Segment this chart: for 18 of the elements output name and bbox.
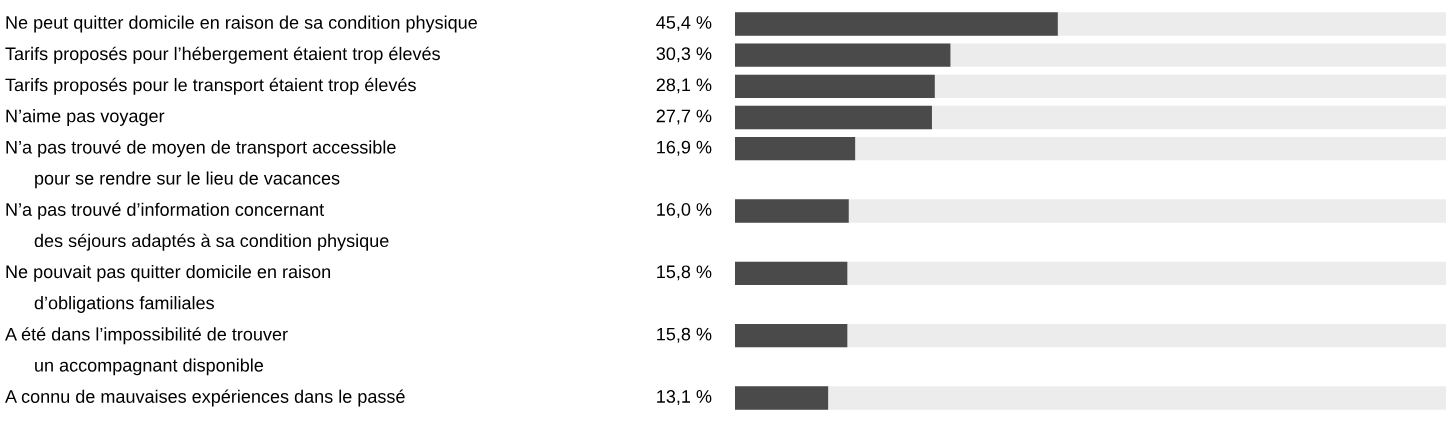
data-label: 15,8 % xyxy=(657,265,712,281)
data-label: 45,4 % xyxy=(656,16,712,31)
data-label: 13,1 % xyxy=(657,390,712,405)
y-tick-label: N’a pas trouvé d’information concernant des séjours adaptés à sa condition physique xyxy=(6,202,389,251)
y-tick-label: N’a pas trouvé de moyen de transport accessible pour se rendre sur le lieu de vacances xyxy=(6,140,396,189)
data-label: 15,8 % xyxy=(657,327,712,343)
data-label: 16,0 % xyxy=(657,203,712,218)
y-tick-label: N’aime pas voyager xyxy=(6,109,165,126)
y-tick-label: Ne peut quitter domicile en raison de sa condition physique xyxy=(6,15,477,33)
data-label: 30,3 % xyxy=(656,47,712,63)
y-tick-label: Tarifs proposés pour l’hébergement étaient trop élevés xyxy=(5,46,440,64)
y-tick-label: A connu de mauvaises expériences dans le passé xyxy=(5,389,405,407)
y-tick-label: Ne pouvait pas quitter domicile en raison d’obligations familiales xyxy=(6,264,331,313)
y-tick-label: Tarifs proposés pour le transport étaient trop élevés xyxy=(5,77,416,95)
data-label: 27,7 % xyxy=(656,109,712,125)
data-label: 28,1 % xyxy=(656,78,712,94)
y-tick-label: A été dans l’impossibilité de trouver un accompagnant disponible xyxy=(5,327,288,376)
data-label: 16,9 % xyxy=(657,140,712,156)
